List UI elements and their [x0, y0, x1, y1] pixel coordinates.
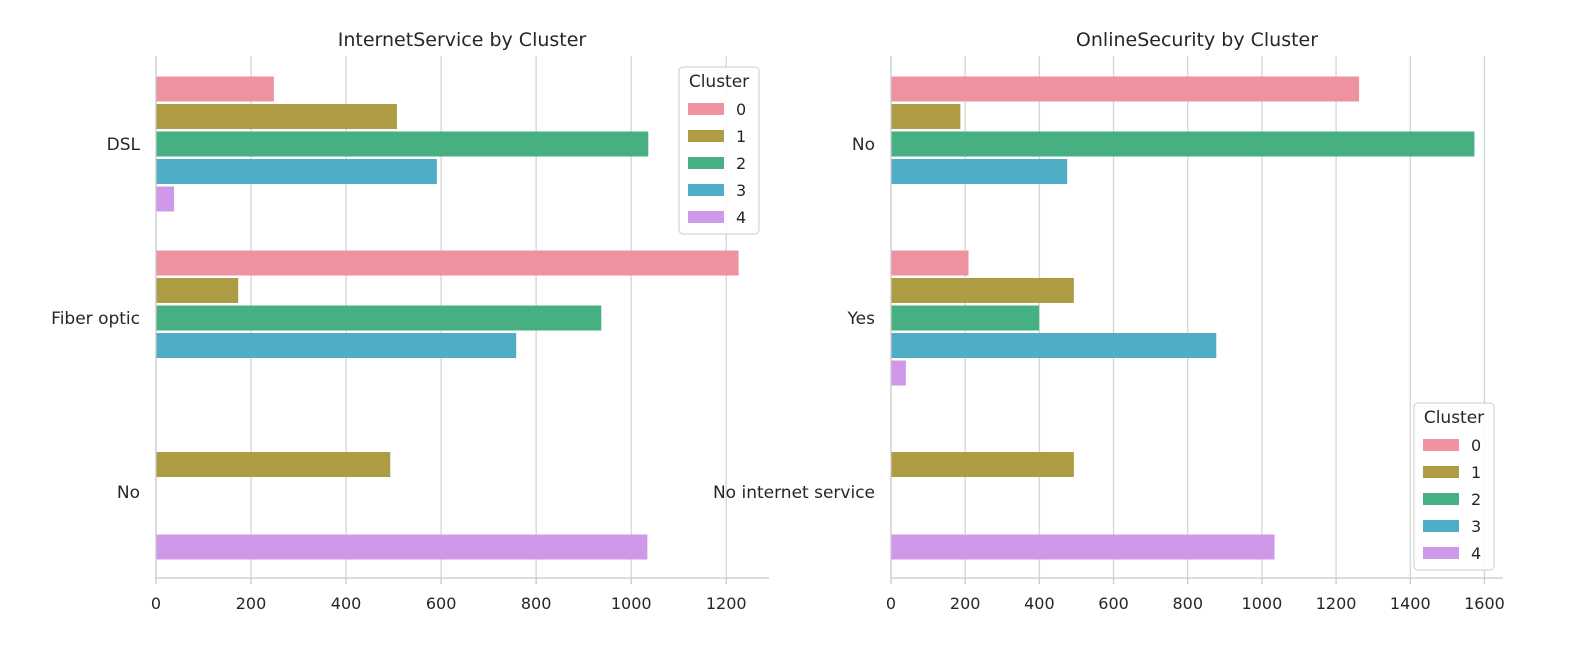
category-label: DSL — [107, 135, 141, 155]
bar-yes-cluster-2 — [891, 305, 1039, 331]
bar-dsl-cluster-2 — [156, 131, 649, 157]
bar-yes-cluster-1 — [891, 278, 1074, 303]
x-tick-label: 200 — [236, 594, 267, 613]
legend-frame — [678, 66, 760, 235]
bar-no-cluster-0 — [891, 76, 1360, 102]
bar-no-cluster-3 — [891, 159, 1068, 184]
bar-fiber-optic-cluster-2 — [156, 305, 602, 331]
bar-yes-cluster-0 — [891, 250, 969, 276]
legend-label: 3 — [736, 181, 746, 200]
category-label: No internet service — [713, 483, 875, 503]
chart-1: 0 200 400 600 800 1000 1200 DSL Fiber optic No Int… — [51, 29, 769, 613]
legend-swatch-cluster-3 — [1423, 520, 1459, 532]
bar-dsl-cluster-3 — [156, 159, 437, 184]
category-label: Yes — [847, 309, 876, 329]
legend-swatch-cluster-3 — [688, 184, 724, 196]
legend-swatch-cluster-0 — [1423, 439, 1459, 451]
bar-no-cluster-2 — [891, 131, 1475, 157]
legend: Cluster 0 1 2 3 4 — [1413, 402, 1495, 571]
legend-swatch-cluster-2 — [1423, 493, 1459, 505]
bar-no-cluster-4 — [156, 534, 648, 560]
x-tick-label: 1600 — [1464, 594, 1505, 613]
x-tick-label: 1000 — [1242, 594, 1283, 613]
x-tick-label: 1000 — [611, 594, 652, 613]
x-tick-label: 1200 — [1316, 594, 1357, 613]
x-tick-label: 600 — [1098, 594, 1129, 613]
category-label: No — [117, 483, 140, 503]
legend-label: 0 — [1471, 436, 1481, 455]
legend-label: 3 — [1471, 517, 1481, 536]
bar-no-internet-service-cluster-1 — [891, 452, 1074, 477]
x-tick-label: 200 — [950, 594, 981, 613]
x-tick-label: 800 — [1172, 594, 1203, 613]
legend-swatch-cluster-1 — [1423, 466, 1459, 478]
bar-dsl-cluster-0 — [156, 76, 274, 102]
legend-swatch-cluster-4 — [688, 211, 724, 223]
legend-title: Cluster — [1424, 408, 1484, 428]
legend-label: 0 — [736, 100, 746, 119]
legend-label: 2 — [1471, 490, 1481, 509]
x-tick-label: 0 — [886, 594, 896, 613]
legend-label: 1 — [1471, 463, 1481, 482]
category-label: No — [852, 135, 875, 155]
legend-swatch-cluster-1 — [688, 130, 724, 142]
x-tick-label: 600 — [426, 594, 457, 613]
bar-no-cluster-1 — [891, 104, 961, 129]
x-tick-label: 1400 — [1390, 594, 1431, 613]
x-tick-label: 1200 — [706, 594, 747, 613]
legend-label: 4 — [1471, 544, 1481, 563]
legend-swatch-cluster-4 — [1423, 547, 1459, 559]
legend-swatch-cluster-2 — [688, 157, 724, 169]
bar-fiber-optic-cluster-0 — [156, 250, 739, 276]
bar-yes-cluster-3 — [891, 333, 1217, 358]
bar-yes-cluster-4 — [891, 360, 906, 386]
legend: Cluster 0 1 2 3 4 — [678, 66, 760, 235]
legend-frame — [1413, 402, 1495, 571]
x-tick-label: 400 — [1024, 594, 1055, 613]
x-tick-label: 0 — [151, 594, 161, 613]
x-tick-label: 800 — [521, 594, 552, 613]
legend-label: 4 — [736, 208, 746, 227]
bar-no-cluster-1 — [156, 452, 391, 477]
bar-dsl-cluster-1 — [156, 104, 397, 129]
chart-title: OnlineSecurity by Cluster — [1076, 29, 1318, 51]
legend-label: 2 — [736, 154, 746, 173]
bar-dsl-cluster-4 — [156, 186, 175, 212]
legend-title: Cluster — [689, 72, 749, 92]
chart-title: InternetService by Cluster — [338, 29, 587, 51]
legend-swatch-cluster-0 — [688, 103, 724, 115]
bar-fiber-optic-cluster-1 — [156, 278, 239, 303]
category-label: Fiber optic — [51, 309, 140, 329]
bar-no-internet-service-cluster-4 — [891, 534, 1275, 560]
legend-label: 1 — [736, 127, 746, 146]
bar-fiber-optic-cluster-3 — [156, 333, 517, 358]
x-tick-label: 400 — [331, 594, 362, 613]
